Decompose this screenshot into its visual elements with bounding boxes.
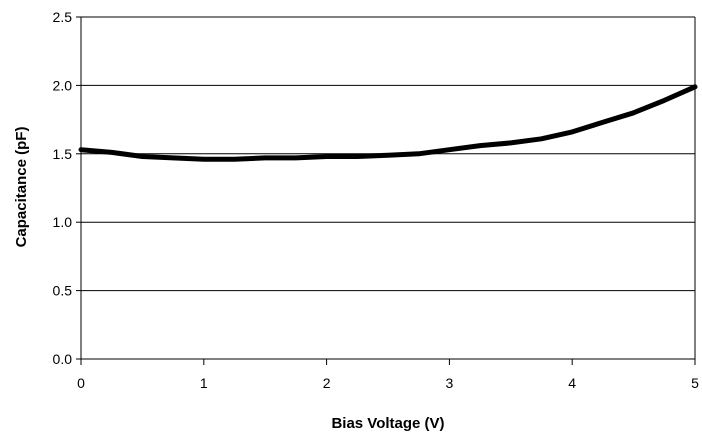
y-tick-label-5: 2.5 <box>53 9 73 25</box>
y-tick-label-3: 1.5 <box>53 146 73 162</box>
series-layer <box>78 84 698 162</box>
x-tick-label-3: 3 <box>446 375 454 391</box>
y-tick-label-2: 1.0 <box>53 214 73 230</box>
y-tick-label-0: 0.0 <box>53 351 73 367</box>
x-tick-label-0: 0 <box>77 375 85 391</box>
y-tick-label-1: 0.5 <box>53 283 73 299</box>
y-axis-ticks: 0.0 0.5 1.0 1.5 2.0 2.5 <box>53 9 81 367</box>
plot-frame <box>80 17 696 360</box>
x-tick-label-4: 4 <box>568 375 576 391</box>
x-axis-ticks: 0 1 2 3 4 5 <box>77 359 699 391</box>
x-tick-label-1: 1 <box>200 375 208 391</box>
y-axis-title: Capacitance (pF) <box>13 127 30 248</box>
y-tick-label-4: 2.0 <box>53 77 73 93</box>
series-line-0 <box>78 84 698 162</box>
x-tick-label-5: 5 <box>691 375 699 391</box>
x-tick-label-2: 2 <box>323 375 331 391</box>
x-axis-title: Bias Voltage (V) <box>331 415 444 432</box>
